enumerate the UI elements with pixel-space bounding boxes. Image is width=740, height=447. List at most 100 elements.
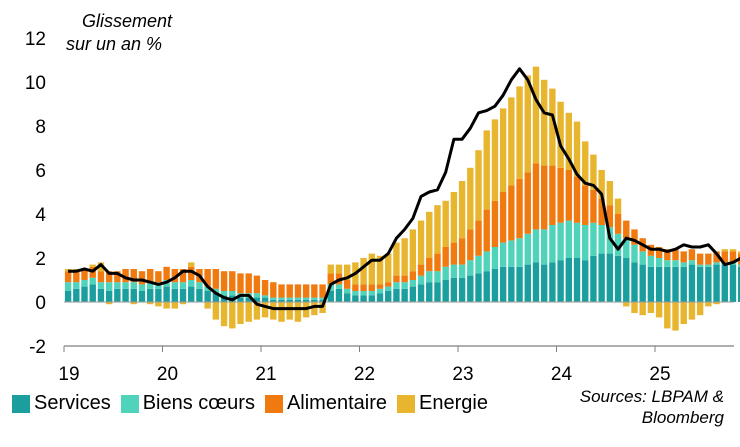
bar-segment-biens-coeurs: [278, 297, 285, 300]
bar-segment-biens-coeurs: [647, 255, 655, 267]
legend-item-biens-coeurs: Biens cœurs: [120, 392, 255, 415]
bar-segment-energie: [360, 258, 367, 285]
bar-segment-biens-coeurs: [426, 271, 433, 283]
bar-segment-biens-coeurs: [64, 282, 72, 291]
bar-segment-biens-coeurs: [623, 238, 630, 258]
bar-segment-services: [721, 264, 728, 302]
bar-segment-biens-coeurs: [573, 222, 581, 258]
bar-segment-biens-coeurs: [253, 293, 261, 298]
bar-segment-alimentaire: [606, 205, 614, 228]
y-axis-tick-labels: -2 0 2 4 6 8 10 12: [25, 29, 47, 358]
bar-segment-biens-coeurs: [582, 225, 589, 261]
bar-segment-services: [573, 258, 581, 302]
bar-segment-energie: [278, 302, 285, 322]
chart-annotation: Glissement sur un an %: [66, 11, 173, 54]
bar-segment-biens-coeurs: [483, 251, 490, 272]
bar-segment-biens-coeurs: [631, 244, 638, 263]
bar-segment-services: [286, 299, 293, 302]
bar-segment-energie: [557, 101, 564, 168]
bar-segment-biens-coeurs: [696, 264, 704, 267]
bar-segment-biens-coeurs: [590, 222, 597, 256]
bar-segment-energie: [426, 211, 433, 258]
bar-segment-biens-coeurs: [311, 297, 318, 300]
bar-segment-energie: [655, 302, 663, 318]
bar-segment-biens-coeurs: [434, 271, 441, 283]
x-tick-label: 22: [354, 364, 375, 385]
bar-segment-energie: [664, 302, 671, 329]
bar-segment-energie: [311, 302, 318, 316]
bar-segment-services: [516, 266, 523, 302]
bar-segment-alimentaire: [467, 229, 474, 261]
bar-segment-alimentaire: [343, 280, 351, 289]
bar-segment-alimentaire: [163, 266, 170, 280]
bar-segment-alimentaire: [417, 264, 425, 276]
bar-segment-energie: [631, 302, 638, 313]
bar-segment-alimentaire: [540, 165, 548, 230]
bar-segment-alimentaire: [311, 284, 318, 298]
bar-segment-services: [623, 258, 630, 302]
bar-segment-biens-coeurs: [138, 284, 146, 291]
x-tick-label: 20: [157, 364, 178, 385]
bar-segment-services: [335, 288, 343, 302]
bar-segment-services: [278, 299, 285, 302]
bar-segment-energie: [417, 220, 425, 265]
bar-segment-biens-coeurs: [229, 291, 236, 296]
bar-segment-services: [352, 295, 359, 302]
x-tick-label: 23: [452, 364, 473, 385]
bar-segment-services: [475, 273, 482, 302]
bar-segment-services: [647, 266, 655, 302]
legend-item-services: Services: [12, 392, 111, 415]
bar-segment-services: [360, 295, 367, 302]
bar-segment-alimentaire: [729, 251, 737, 263]
bar-segment-biens-coeurs: [179, 282, 187, 289]
x-tick-label: 24: [551, 364, 573, 385]
bar-segment-alimentaire: [212, 269, 220, 289]
bar-segment-energie: [573, 121, 581, 177]
bar-segment-energie: [245, 302, 252, 322]
bar-segment-biens-coeurs: [130, 282, 137, 289]
bar-segment-alimentaire: [688, 249, 696, 261]
x-axis-tick-labels: 19 20 21 22 23 24 25: [58, 346, 671, 385]
bar-segment-alimentaire: [680, 251, 687, 263]
bar-segment-alimentaire: [483, 209, 490, 252]
bar-segment-alimentaire: [524, 172, 531, 234]
bar-segment-energie: [155, 302, 162, 307]
bar-segment-biens-coeurs: [376, 288, 384, 294]
bar-segment-energie: [393, 242, 400, 276]
bar-segment-alimentaire: [664, 249, 671, 261]
y-tick-label: 2: [35, 249, 46, 270]
bar-segment-alimentaire: [155, 271, 162, 283]
bar-segment-energie: [672, 302, 679, 331]
bar-segment-services: [302, 299, 310, 302]
bar-segment-energie: [442, 200, 449, 247]
bar-segment-alimentaire: [286, 284, 293, 298]
y-tick-label: -2: [29, 337, 46, 358]
bar-segment-energie: [401, 238, 408, 276]
bar-segment-services: [155, 288, 162, 302]
bar-segment-biens-coeurs: [114, 282, 121, 289]
bar-segment-biens-coeurs: [97, 282, 105, 289]
bar-segment-biens-coeurs: [196, 282, 203, 289]
bar-segment-alimentaire: [393, 275, 400, 283]
bar-segment-services: [598, 253, 605, 302]
legend-item-energie: Energie: [397, 392, 488, 415]
bar-segment-energie: [475, 150, 482, 221]
bar-segment-services: [393, 288, 400, 302]
y-tick-label: 12: [25, 29, 46, 50]
bar-segment-energie: [97, 262, 105, 272]
bar-segment-alimentaire: [713, 251, 720, 263]
bar-segment-energie: [434, 205, 441, 254]
bar-segment-alimentaire: [573, 176, 581, 223]
bar-segment-alimentaire: [557, 167, 564, 223]
bar-segment-alimentaire: [368, 284, 376, 291]
bar-segment-services: [253, 297, 261, 302]
bar-segment-biens-coeurs: [532, 229, 540, 263]
bar-segment-services: [639, 264, 646, 302]
bar-segment-alimentaire: [434, 253, 441, 272]
bar-segment-energie: [688, 302, 696, 320]
bar-segment-alimentaire: [146, 269, 154, 283]
bar-segment-alimentaire: [475, 220, 482, 256]
bar-segment-biens-coeurs: [146, 282, 154, 289]
bar-segment-biens-coeurs: [81, 280, 88, 287]
bar-segment-energie: [647, 302, 655, 313]
